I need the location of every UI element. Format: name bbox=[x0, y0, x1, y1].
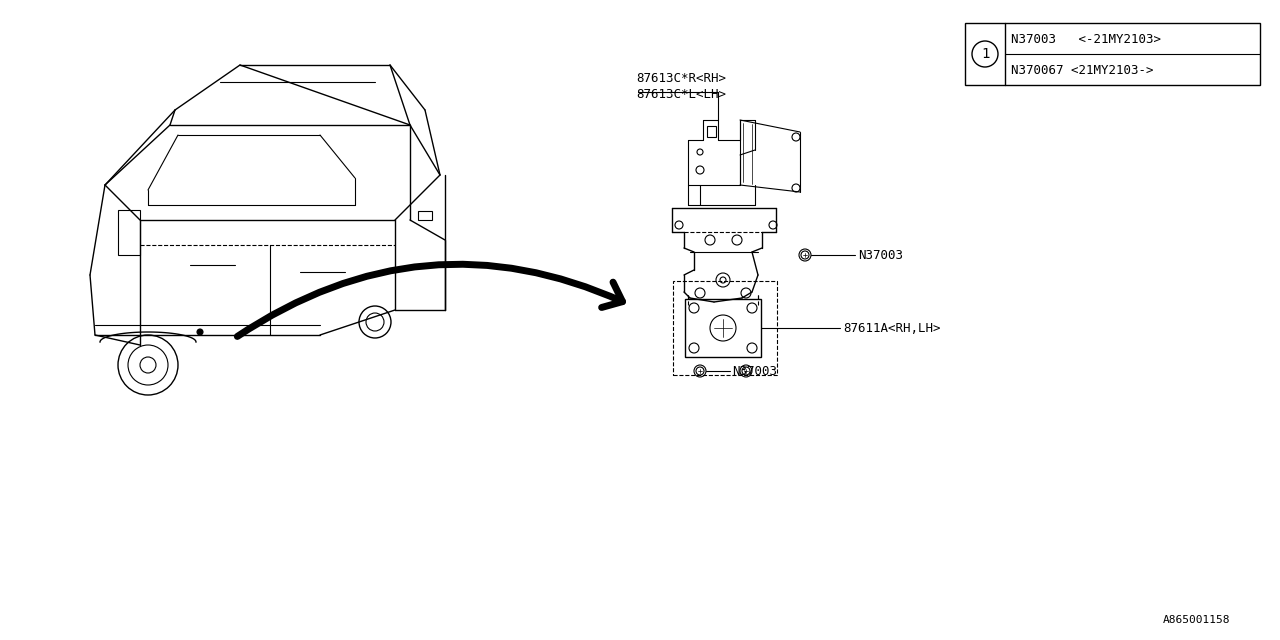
Text: 1: 1 bbox=[980, 47, 989, 61]
Bar bbox=[419, 211, 433, 220]
Text: 87613C*L<LH>: 87613C*L<LH> bbox=[636, 88, 726, 100]
Text: N370067 <21MY2103->: N370067 <21MY2103-> bbox=[1011, 63, 1153, 77]
Text: N37003   <-21MY2103>: N37003 <-21MY2103> bbox=[1011, 33, 1161, 45]
FancyArrowPatch shape bbox=[237, 264, 622, 337]
Text: N37003: N37003 bbox=[732, 365, 777, 378]
Text: A865001158: A865001158 bbox=[1162, 615, 1230, 625]
Bar bbox=[118, 210, 140, 255]
Bar bbox=[685, 299, 762, 357]
Text: 87613C*R<RH>: 87613C*R<RH> bbox=[636, 72, 726, 84]
Bar bbox=[673, 281, 777, 375]
Bar bbox=[965, 23, 1260, 85]
Circle shape bbox=[197, 329, 204, 335]
Bar bbox=[707, 126, 716, 137]
Text: N37003: N37003 bbox=[858, 248, 902, 262]
Text: 87611A<RH,LH>: 87611A<RH,LH> bbox=[844, 321, 941, 335]
